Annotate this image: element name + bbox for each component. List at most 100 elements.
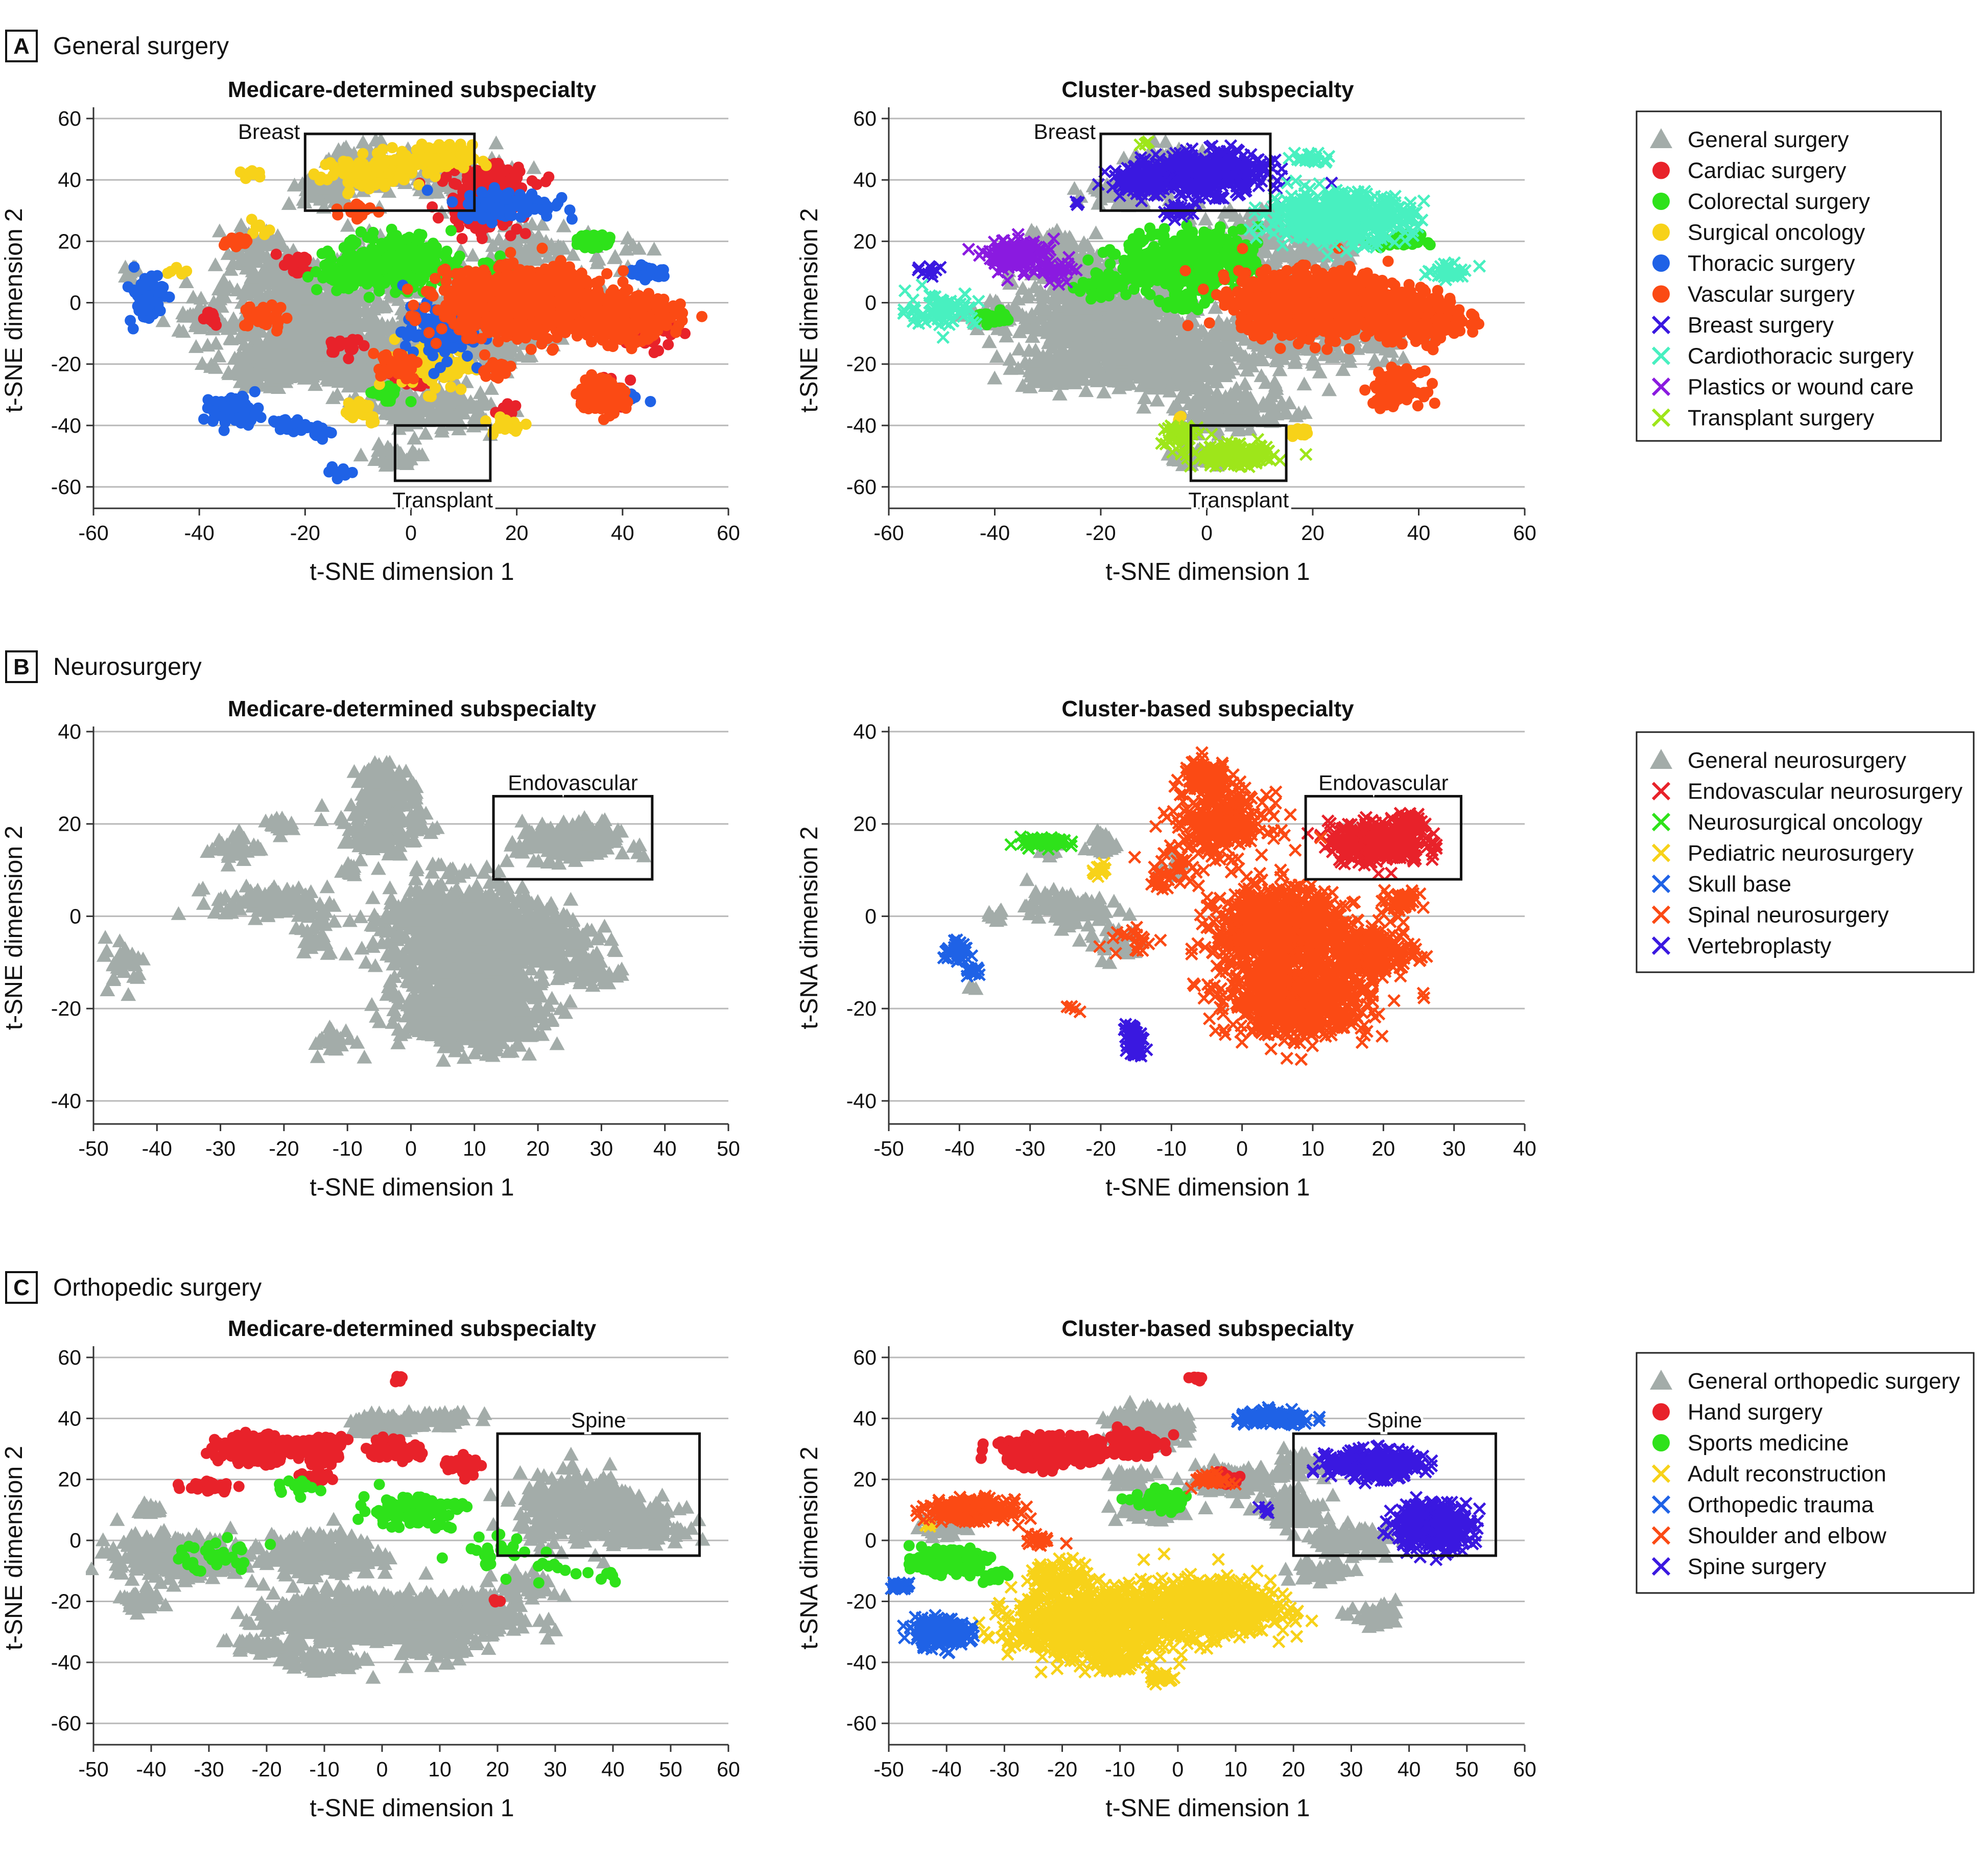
triangle-marker — [355, 134, 371, 149]
circle-marker — [363, 183, 375, 195]
circle-marker — [356, 247, 368, 259]
circle-marker — [446, 196, 458, 208]
triangle-marker — [341, 379, 357, 393]
triangle-marker — [367, 323, 383, 337]
circle-marker — [413, 228, 425, 240]
circle-marker — [428, 368, 440, 380]
circle-marker — [274, 424, 286, 435]
circle-marker — [363, 292, 375, 303]
triangle-marker — [312, 313, 328, 327]
circle-marker — [401, 284, 413, 295]
triangle-marker — [281, 196, 297, 210]
circle-marker — [525, 343, 537, 355]
circle-marker — [383, 250, 395, 262]
triangle-marker — [438, 392, 454, 406]
circle-marker — [521, 197, 533, 209]
circle-marker — [413, 179, 424, 191]
circle-marker — [316, 248, 328, 260]
triangle-marker — [249, 254, 265, 268]
circle-marker — [141, 304, 153, 316]
panel-header-b: B Neurosurgery — [5, 650, 202, 683]
triangle-marker — [348, 310, 364, 324]
circle-marker — [547, 344, 558, 356]
triangle-marker — [249, 365, 265, 380]
triangle-marker — [534, 217, 550, 231]
circle-marker — [439, 159, 451, 171]
triangle-marker — [354, 293, 370, 307]
circle-marker — [254, 221, 266, 232]
panel-letter-box — [5, 650, 38, 683]
circle-marker — [529, 203, 540, 215]
triangle-marker — [374, 330, 390, 344]
circle-marker — [361, 402, 372, 413]
triangle-marker — [526, 160, 542, 174]
panel-header-a: A General surgery — [5, 30, 229, 62]
x-tick-label: -20 — [290, 521, 320, 545]
circle-marker — [635, 259, 647, 271]
circle-marker — [326, 340, 338, 351]
circle-marker — [653, 345, 665, 357]
circle-marker — [476, 232, 488, 244]
triangle-marker — [386, 446, 401, 460]
circle-marker — [431, 242, 442, 253]
circle-marker — [521, 265, 533, 277]
triangle-marker — [281, 325, 297, 339]
triangle-marker — [178, 274, 194, 289]
circle-marker — [455, 384, 467, 395]
y-tick-label: -20 — [51, 353, 81, 376]
circle-marker — [151, 270, 163, 282]
circle-marker — [362, 231, 373, 243]
triangle-marker — [236, 337, 252, 351]
circle-marker — [398, 174, 410, 185]
circle-marker — [399, 340, 411, 352]
circle-marker — [494, 250, 506, 262]
circle-marker — [483, 213, 494, 224]
triangle-marker — [260, 275, 276, 289]
triangle-marker — [556, 218, 572, 232]
circle-marker — [423, 327, 435, 339]
circle-marker — [334, 270, 345, 282]
triangle-marker — [386, 405, 402, 419]
circle-marker — [407, 250, 419, 262]
circle-marker — [421, 242, 433, 253]
triangle-marker — [353, 448, 369, 462]
triangle-marker — [618, 242, 634, 256]
panel-letter: C — [13, 1275, 30, 1300]
circle-marker — [338, 282, 349, 294]
circle-marker — [317, 433, 328, 445]
circle-marker — [400, 233, 412, 245]
triangle-marker — [346, 287, 362, 301]
circle-marker — [439, 263, 451, 275]
circle-marker — [490, 172, 502, 184]
circle-marker — [321, 174, 333, 185]
circle-marker — [405, 396, 417, 408]
x-tick-label: 20 — [505, 521, 529, 545]
triangle-marker — [283, 280, 299, 294]
triangle-marker — [266, 266, 281, 280]
triangle-marker — [264, 251, 279, 266]
triangle-marker — [339, 371, 354, 385]
triangle-marker — [334, 307, 349, 321]
triangle-marker — [313, 192, 328, 206]
triangle-marker — [451, 421, 467, 436]
x-tick-label: -40 — [184, 521, 215, 545]
circle-marker — [249, 386, 261, 397]
circle-marker — [344, 172, 356, 183]
circle-marker — [504, 209, 516, 221]
circle-marker — [477, 155, 489, 167]
circle-marker — [134, 298, 146, 310]
circle-marker — [386, 390, 397, 402]
circle-marker — [543, 171, 555, 183]
triangle-marker — [488, 135, 504, 150]
circle-marker — [594, 275, 605, 287]
triangle-marker — [297, 291, 313, 305]
circle-marker — [505, 230, 516, 242]
circle-marker — [389, 334, 400, 345]
circle-marker — [154, 286, 166, 298]
circle-marker — [474, 204, 485, 216]
circle-marker — [386, 272, 397, 284]
circle-marker — [391, 238, 403, 250]
circle-marker — [198, 413, 210, 425]
triangle-marker — [465, 400, 481, 414]
